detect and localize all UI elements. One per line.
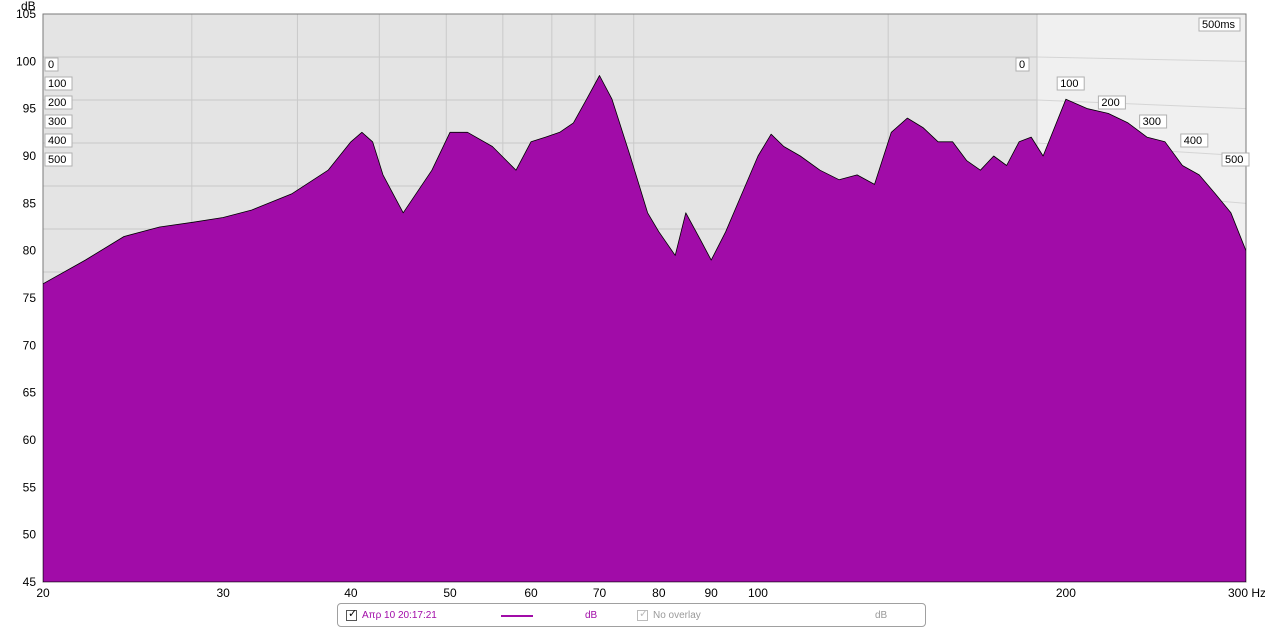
y-tick-label-10: 95	[23, 102, 37, 116]
svg-text:500: 500	[48, 154, 66, 166]
svg-text:100: 100	[48, 78, 66, 90]
svg-text:300: 300	[48, 116, 66, 128]
time-tick-left-0: 0	[44, 57, 59, 72]
x-tick-label-8: 100	[748, 586, 768, 600]
svg-text:200: 200	[48, 97, 66, 109]
y-tick-label-11: 100	[16, 54, 36, 68]
x-tick-label-2: 40	[344, 586, 358, 600]
x-tick-label-0: 20	[36, 586, 50, 600]
x-tick-label-7: 90	[704, 586, 718, 600]
svg-text:0: 0	[1019, 59, 1025, 71]
x-tick-label-3: 50	[443, 586, 457, 600]
svg-text:100: 100	[1060, 78, 1078, 90]
y-tick-label-3: 60	[23, 433, 37, 447]
x-tick-label-10: 300 Hz	[1228, 586, 1265, 600]
x-tick-label-4: 60	[524, 586, 538, 600]
svg-text:0: 0	[48, 59, 54, 71]
time-tick-left-4: 400	[44, 133, 73, 148]
legend-measurement-checkbox[interactable]: ✓	[346, 608, 358, 621]
y-axis-label: dB	[21, 0, 36, 13]
legend-measurement-swatch	[501, 615, 533, 617]
time-tick-right-4: 400	[1180, 133, 1209, 148]
time-tick-left-1: 100	[44, 76, 73, 91]
time-tick-right-2: 200	[1097, 95, 1126, 110]
x-tick-label-5: 70	[593, 586, 607, 600]
y-tick-label-9: 90	[23, 149, 37, 163]
svg-text:400: 400	[48, 135, 66, 147]
y-tick-label-2: 55	[23, 480, 37, 494]
y-tick-label-12: 105	[16, 7, 36, 21]
svg-text:300: 300	[1143, 116, 1161, 128]
time-tick-right-3: 300	[1139, 114, 1168, 129]
y-tick-label-5: 70	[23, 338, 37, 352]
svg-text:400: 400	[1184, 135, 1202, 147]
legend-measurement-label: Απρ 10 20:17:21	[362, 610, 437, 621]
y-tick-label-7: 80	[23, 244, 37, 258]
y-tick-label-0: 45	[23, 575, 37, 589]
time-tick-left-2: 200	[44, 95, 73, 110]
time-tick-left-5: 500	[44, 152, 73, 167]
x-tick-label-9: 200	[1056, 586, 1076, 600]
x-tick-label-6: 80	[652, 586, 666, 600]
y-tick-label-4: 65	[23, 386, 37, 400]
legend-measurement-unit: dB	[585, 610, 598, 621]
time-tick-left-3: 300	[44, 114, 73, 129]
time-tick-right-1: 100	[1056, 76, 1085, 91]
y-tick-label-1: 50	[23, 528, 37, 542]
svg-text:500ms: 500ms	[1202, 19, 1236, 31]
legend-overlay-unit: dB	[875, 610, 888, 621]
legend-overlay-checkbox[interactable]: ✓	[637, 608, 649, 621]
svg-text:500: 500	[1225, 154, 1243, 166]
time-tick-right-5: 500	[1221, 152, 1250, 167]
legend-overlay-label: No overlay	[653, 610, 701, 621]
y-tick-label-6: 75	[23, 291, 37, 305]
time-tick-right-0: 0	[1015, 57, 1030, 72]
x-tick-label-1: 30	[216, 586, 230, 600]
side-gridline-11	[1036, 56, 1247, 62]
y-tick-label-8: 85	[23, 196, 37, 210]
legend-bar: ✓ Απρ 10 20:17:21 dB ✓ No overlay dB	[337, 603, 926, 627]
time-axis-label: 500ms	[1198, 17, 1241, 32]
svg-text:200: 200	[1101, 97, 1119, 109]
slice-0	[43, 75, 1246, 582]
